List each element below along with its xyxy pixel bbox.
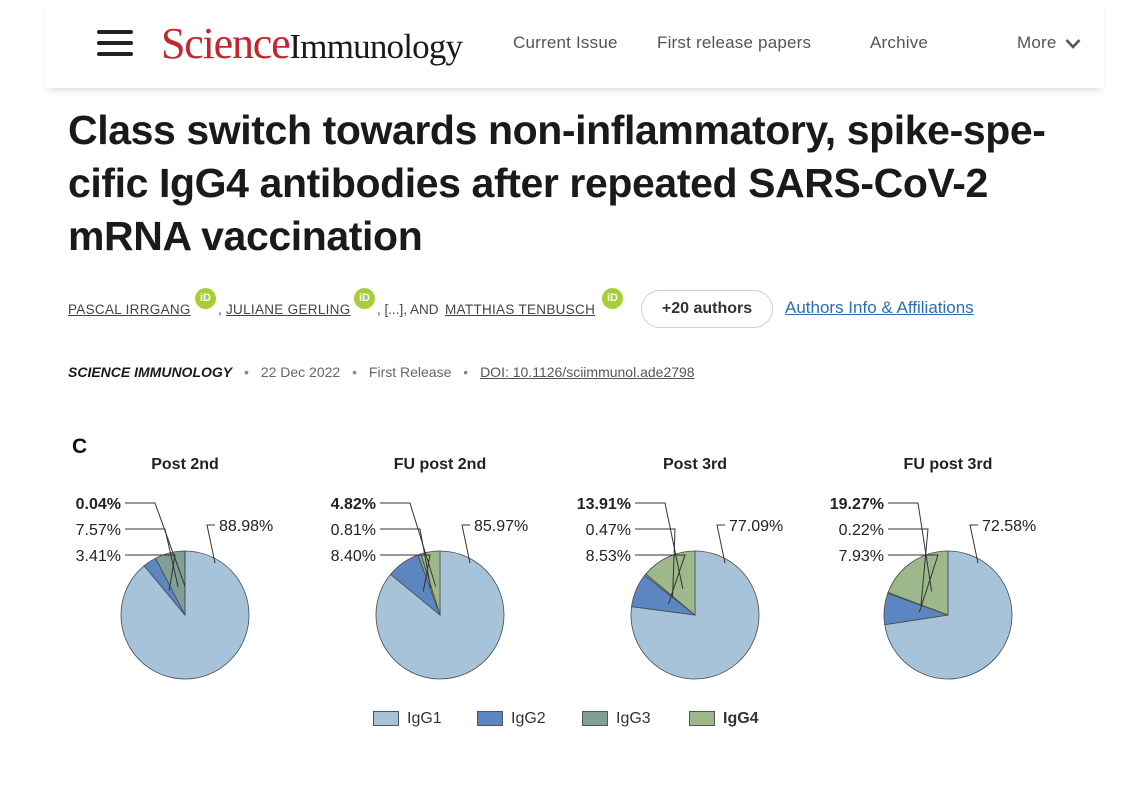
label-leader-igg2	[635, 554, 686, 604]
nav-first-release[interactable]: First release papers	[657, 33, 812, 52]
slice-label-igg4: 0.04%	[76, 496, 121, 513]
slice-label-igg1: 85.97%	[474, 518, 528, 535]
label-leader-igg4	[635, 502, 684, 590]
legend-swatch-igg4	[689, 711, 715, 727]
nav-more[interactable]: More	[1017, 33, 1081, 53]
slice-label-igg3: 7.57%	[76, 522, 121, 539]
slice-label-igg2: 8.40%	[331, 548, 376, 565]
article-title: Class switch towards non-inflammatory, s…	[68, 107, 1046, 259]
publication-date: 22 Dec 2022	[260, 364, 341, 380]
authors-affiliations-link[interactable]: Authors Info & Affiliations	[785, 298, 974, 317]
label-leader-igg4	[125, 502, 186, 587]
pie-slice-igg4	[420, 550, 441, 616]
orcid-icon[interactable]: iD	[195, 288, 216, 309]
chevron-down-icon	[1066, 38, 1081, 49]
legend-item-igg4: IgG4	[689, 710, 759, 728]
label-leader-igg4	[380, 502, 437, 587]
label-leader-igg1	[461, 524, 471, 564]
orcid-icon[interactable]: iD	[602, 288, 623, 309]
author-link[interactable]: MATTHIAS TENBUSCH	[445, 302, 596, 317]
figure-panel: C Post 2nd 88.98% 0.04% 7.57% 3.41% FU post 2…	[60, 425, 1080, 755]
label-leader-igg1	[969, 524, 979, 564]
more-authors-button[interactable]: +20 authors	[641, 290, 773, 328]
label-leader-igg3	[888, 528, 929, 606]
pie-charts: Post 2nd 88.98% 0.04% 7.57% 3.41% FU post 2nd…	[76, 456, 1036, 680]
slice-label-igg1: 88.98%	[219, 518, 273, 535]
authors-ellipsis: , [...], AND	[377, 302, 439, 317]
legend-item-igg3: IgG3	[582, 710, 651, 728]
legend-label: IgG2	[511, 710, 546, 727]
legend-label: IgG3	[616, 710, 651, 727]
pie-title: Post 3rd	[663, 456, 727, 473]
menu-icon[interactable]	[97, 30, 133, 56]
label-leader-igg1	[206, 524, 216, 564]
doi-link[interactable]: DOI: 10.1126/sciimmunol.ade2798	[480, 364, 695, 380]
slice-label-igg3: 0.47%	[586, 522, 631, 539]
slice-label-igg1: 72.58%	[982, 518, 1036, 535]
slice-label-igg2: 3.41%	[76, 548, 121, 565]
legend-item-igg1: IgG1	[373, 710, 442, 728]
orcid-icon[interactable]: iD	[354, 288, 375, 309]
label-leader-igg2	[888, 554, 939, 613]
meta-separator: •	[244, 364, 249, 380]
legend-item-igg2: IgG2	[477, 710, 546, 728]
nav-current-issue[interactable]: Current Issue	[513, 33, 618, 52]
legend-swatch-igg2	[477, 711, 503, 727]
label-leader-igg3	[125, 528, 179, 588]
site-header: ScienceImmunology Current Issue First re…	[45, 0, 1104, 88]
legend-swatch-igg3	[582, 711, 608, 727]
pie-title: FU post 2nd	[394, 456, 486, 473]
logo-science: Science	[161, 19, 291, 68]
logo-immunology: Immunology	[289, 27, 463, 66]
pie-title: Post 2nd	[151, 456, 219, 473]
meta-separator: •	[463, 364, 469, 380]
legend-swatch-igg1	[373, 711, 399, 727]
label-leader-igg1	[716, 524, 726, 564]
slice-label-igg4: 19.27%	[830, 496, 884, 513]
meta-separator: •	[352, 364, 358, 380]
journal-name: SCIENCE IMMUNOLOGY	[68, 364, 233, 380]
nav-more-label: More	[1017, 33, 1057, 52]
figure-panel-letter: C	[72, 435, 88, 458]
label-leader-igg4	[888, 502, 933, 592]
slice-label-igg2: 7.93%	[839, 548, 884, 565]
nav-archive[interactable]: Archive	[870, 33, 929, 52]
author-link[interactable]: JULIANE GERLING	[226, 302, 351, 317]
journal-logo[interactable]: ScienceImmunology	[161, 18, 463, 69]
pie-slice-igg4	[887, 550, 949, 616]
slice-label-igg3: 0.22%	[839, 522, 884, 539]
slice-label-igg2: 8.53%	[586, 548, 631, 565]
legend-label: IgG1	[407, 710, 442, 727]
authors-row: PASCAL IRRGANG iD , JULIANE GERLING iD ,…	[68, 288, 1068, 328]
legend-label: IgG4	[723, 710, 759, 727]
slice-label-igg1: 77.09%	[729, 518, 783, 535]
author-separator: ,	[218, 302, 222, 317]
pie-title: FU post 3rd	[904, 456, 993, 473]
label-leader-igg2	[380, 554, 431, 592]
slice-label-igg4: 13.91%	[577, 496, 631, 513]
pie-slice-igg4	[645, 550, 696, 616]
slice-label-igg3: 0.81%	[331, 522, 376, 539]
label-leader-igg2	[125, 554, 176, 592]
article-meta: SCIENCE IMMUNOLOGY • 22 Dec 2022 • First…	[68, 364, 695, 380]
author-link[interactable]: PASCAL IRRGANG	[68, 302, 191, 317]
slice-label-igg4: 4.82%	[331, 496, 376, 513]
release-status: First Release	[368, 364, 452, 380]
label-leader-igg3	[635, 528, 676, 597]
chart-legend: IgG1 IgG2 IgG3 IgG4	[373, 710, 793, 732]
